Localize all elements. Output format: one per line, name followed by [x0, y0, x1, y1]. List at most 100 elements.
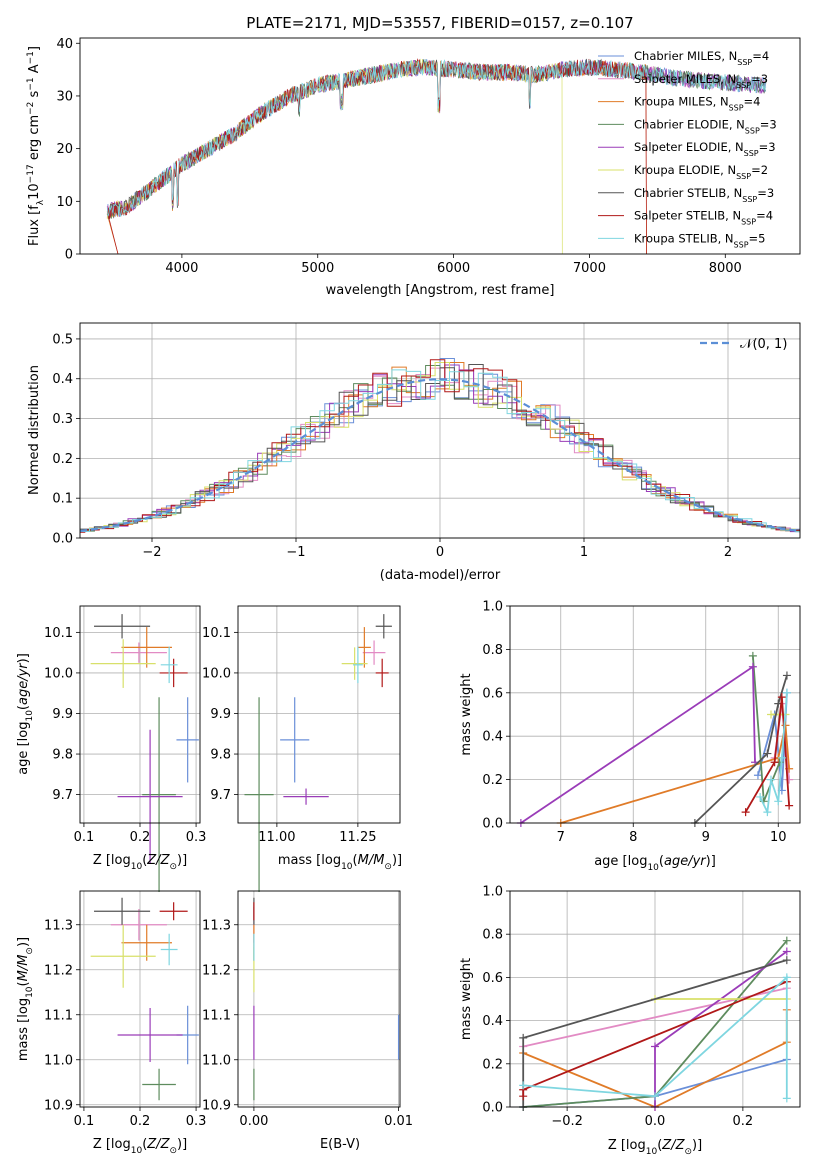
legend-label-suffix: =3 [760, 117, 777, 131]
legend-label-text: Chabrier STELIB, N [634, 186, 742, 200]
label-part: Z [log [93, 1137, 131, 1152]
weight-point-marker [785, 801, 794, 810]
histogram-series [80, 364, 800, 534]
label-part: λ [36, 199, 46, 205]
weight-point-marker [741, 808, 750, 817]
y-tick-label: 10.0 [202, 666, 231, 681]
weight-series-line [560, 725, 790, 824]
x-tick-label: −1 [286, 545, 305, 560]
legend-label-suffix: =2 [751, 163, 768, 177]
legend-label-suffix: =4 [744, 95, 761, 109]
label-part: mass [log [16, 998, 31, 1061]
weight-point-marker [782, 956, 791, 965]
legend-label: Chabrier MILES, NSSP=4 [634, 49, 769, 67]
label-part: mass [log [278, 853, 341, 868]
legend-label: Salpeter MILES, NSSP=3 [634, 72, 768, 90]
weight-point-marker [777, 753, 786, 762]
label-part: s [27, 90, 42, 101]
label-part: age/yr [664, 854, 707, 869]
label-part: ⊙ [25, 947, 35, 955]
weight-series-line [759, 692, 788, 816]
legend-label-text: Salpeter STELIB, N [634, 209, 741, 223]
axes-frame [509, 890, 801, 1108]
y-tick-label: 11.0 [44, 1053, 73, 1068]
y-tick-label: 9.8 [210, 748, 231, 763]
x-tick-label: −2 [142, 545, 161, 560]
label-part: ( [353, 853, 358, 868]
figure-title: PLATE=2171, MJD=53557, FIBERID=0157, z=0… [246, 14, 633, 32]
label-part: )] [177, 853, 187, 868]
legend-label-text: Salpeter ELODIE, N [634, 140, 744, 154]
x-tick-label: 1 [580, 545, 588, 560]
label-part: 10 [646, 1147, 658, 1157]
weight-point-marker [763, 749, 772, 758]
weight-point-marker [770, 758, 779, 767]
y-tick-label: 0.2 [52, 452, 73, 467]
weight-point-marker [748, 651, 757, 660]
label-part: erg cm [27, 115, 42, 164]
y-tick-label: 1.0 [482, 600, 503, 615]
weight-point-marker [782, 1094, 791, 1103]
weight-point-marker [651, 1092, 659, 1101]
age-vs-metallicity-panel: 0.1 0.2 0.39.79.89.910.010.1Z [log10(Z/Z⊙)… [16, 605, 206, 892]
label-part: 10 [25, 986, 35, 998]
label-part: )] [16, 653, 31, 663]
y-tick-label: 0.8 [482, 643, 503, 658]
y-tick-label: 0.6 [482, 686, 503, 701]
x-tick-label: 11.25 [339, 830, 376, 845]
y-tick-label: 20 [56, 142, 73, 157]
axes-frame [79, 890, 201, 1108]
label-part: 10 [131, 862, 143, 872]
label-part: age [log [16, 722, 31, 775]
age-vs-mass-panel: 11.00 11.25 9.7 9.8 9.9 10.0 10.1 mass [log10(M… [202, 605, 402, 892]
y-tick-label: 9.8 [52, 748, 73, 763]
x-tick-label: 4000 [165, 261, 198, 276]
x-tick-label: 0 [436, 545, 444, 560]
weight-vs-metallicity-panel: −0.2 0.0 0.2 0.0 0.2 0.4 0.6 0.8 1.0 Z [log10(Z/Z… [459, 885, 801, 1157]
weight-point-marker [782, 936, 791, 945]
y-tick-label: 10.0 [44, 666, 73, 681]
weight-series-line [654, 950, 788, 1107]
y-axis-label: age [log10(age/yr)] [16, 653, 35, 775]
legend-label: Kroupa ELODIE, NSSP=2 [634, 163, 768, 181]
y-tick-label: 0.2 [482, 1057, 503, 1072]
x-tick-label: 0.2 [130, 830, 151, 845]
label-part: )] [706, 854, 716, 869]
label-part: Flux [f [27, 205, 42, 246]
y-axis-label: mass weight [459, 673, 474, 755]
y-tick-label: 0.1 [52, 492, 73, 507]
x-tick-label: 0.01 [384, 1114, 413, 1129]
weight-point-marker [782, 973, 791, 982]
weight-point-marker [785, 775, 794, 784]
y-tick-label: 0.0 [482, 817, 503, 832]
y-axis-label: Normed distribution [27, 365, 42, 495]
spectrum-line [106, 59, 767, 217]
spectrum-line [106, 58, 563, 254]
legend-label: Kroupa MILES, NSSP=4 [634, 95, 760, 113]
x-tick-label: 8 [629, 830, 637, 845]
x-tick-label: 7 [557, 830, 565, 845]
x-tick-label: 5000 [301, 261, 334, 276]
legend-label-sub: SSP [736, 172, 751, 181]
y-tick-label: 11.1 [44, 1008, 73, 1023]
label-part: Z [log [608, 1138, 646, 1153]
legend-label: Salpeter ELODIE, NSSP=3 [634, 140, 776, 158]
legend-label-suffix: =4 [752, 49, 769, 63]
label-part: ⊙ [684, 1147, 692, 1157]
legend-label: Chabrier STELIB, NSSP=3 [634, 186, 774, 204]
legend-label-sub: SSP [745, 126, 760, 135]
legend-label-text: Kroupa STELIB, N [634, 231, 734, 245]
y-tick-label: 10.9 [202, 1098, 231, 1113]
weight-series-line [744, 696, 790, 813]
label-part: Z/Z [146, 1137, 170, 1152]
weight-point-marker [767, 775, 775, 784]
weight-point-marker [782, 947, 791, 956]
x-axis-label: E(B-V) [320, 1137, 360, 1152]
y-axis-label: Flux [fλ10−17 erg cm−2 s−1 A−1] [26, 46, 46, 246]
legend-label-sub: SSP [734, 240, 749, 249]
legend-label: Chabrier ELODIE, NSSP=3 [634, 117, 777, 135]
legend-label-text: Salpeter MILES, N [634, 72, 736, 86]
label-part: Z/Z [146, 853, 170, 868]
